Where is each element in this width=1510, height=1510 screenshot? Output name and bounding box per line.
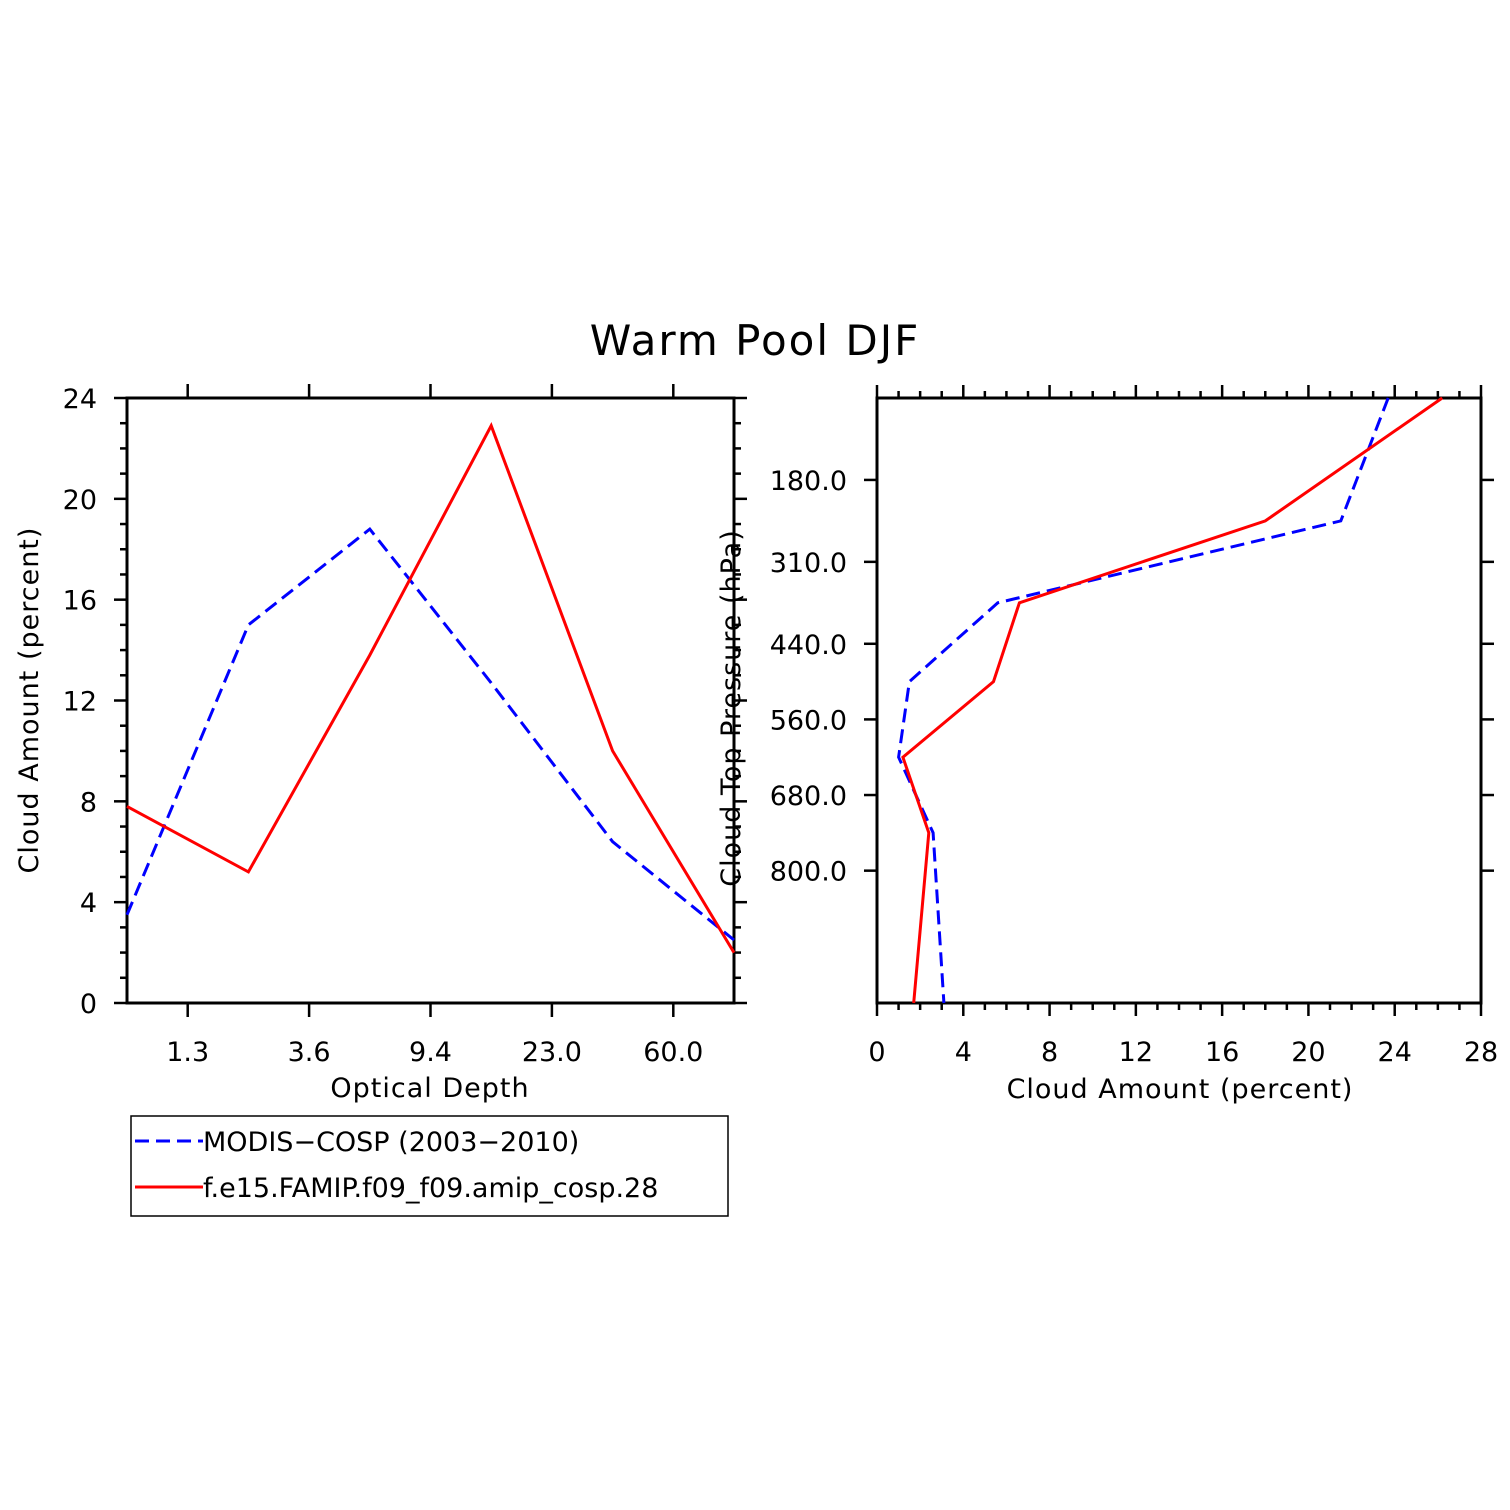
legend: MODIS−COSP (2003−2010) f.e15.FAMIP.f09_f…	[130, 1115, 729, 1217]
legend-label-model: f.e15.FAMIP.f09_f09.amip_cosp.28	[203, 1173, 658, 1204]
right-y-tick-label: 440.0	[770, 630, 847, 661]
left-x-tick-label: 9.4	[409, 1037, 452, 1068]
right-series-model-line	[901, 396, 1444, 1004]
right-y-tick-label: 310.0	[770, 548, 847, 579]
left-x-tick-label: 3.6	[288, 1037, 331, 1068]
left-y-tick-label: 12	[63, 687, 97, 718]
right-y-tick-label: 180.0	[770, 466, 847, 497]
left-y-tick-label: 16	[63, 586, 97, 617]
right-x-tick-label: 24	[1378, 1037, 1412, 1068]
right-y-tick-label: 560.0	[770, 705, 847, 736]
right-x-tick-label: 12	[1119, 1037, 1153, 1068]
left-x-tick-label: 60.0	[643, 1037, 703, 1068]
right-series-modis-line	[897, 397, 1390, 1004]
left-y-tick-label: 8	[80, 787, 97, 818]
right-x-tick-label: 20	[1291, 1037, 1325, 1068]
left-y-tick-label: 4	[80, 888, 97, 919]
left-x-tick-label: 23.0	[522, 1037, 582, 1068]
left-y-axis-label: Cloud Amount (percent)	[14, 527, 45, 874]
left-series-group	[125, 422, 736, 954]
right-x-tick-label: 4	[955, 1037, 972, 1068]
legend-box	[130, 1115, 729, 1217]
right-y-axis-label: Cloud Top Pressure (hPa)	[716, 529, 747, 887]
right-x-tick-label: 28	[1464, 1037, 1498, 1068]
left-series-model-line	[126, 422, 736, 954]
left-series-modis-line	[125, 526, 735, 942]
right-axis-ticks: 0 4 8 12 16 20 24 28 180.0 310.0 440.0 560.0 680.0 80…	[770, 385, 1498, 1068]
left-y-tick-label: 24	[63, 384, 97, 415]
right-y-tick-label: 680.0	[770, 781, 847, 812]
right-x-tick-label: 8	[1041, 1037, 1058, 1068]
figure-title: Warm Pool DJF	[590, 316, 921, 365]
right-series-group	[897, 396, 1444, 1004]
left-x-axis-label: Optical Depth	[330, 1073, 529, 1104]
right-plot-frame	[875, 396, 1483, 1005]
left-y-tick-label: 20	[63, 485, 97, 516]
right-x-axis-label: Cloud Amount (percent)	[1007, 1074, 1354, 1105]
left-x-tick-label: 1.3	[166, 1037, 209, 1068]
left-axis-ticks: 0 4 8 12 16 20 24 1.3 3.6 9.4 23.0 60.0	[63, 384, 747, 1068]
right-x-tick-label: 16	[1205, 1037, 1239, 1068]
optical-depth-panel: 0 4 8 12 16 20 24 1.3 3.6 9.4 23.0 60.0 Optical Dep…	[14, 384, 747, 1104]
left-y-tick-label: 0	[80, 989, 97, 1020]
right-x-tick-label: 0	[868, 1037, 885, 1068]
legend-label-modis: MODIS−COSP (2003−2010)	[203, 1127, 579, 1158]
pressure-panel: 0 4 8 12 16 20 24 28 180.0 310.0 440.0 560.0 680.0 80…	[716, 385, 1498, 1105]
right-y-tick-label: 800.0	[770, 857, 847, 888]
